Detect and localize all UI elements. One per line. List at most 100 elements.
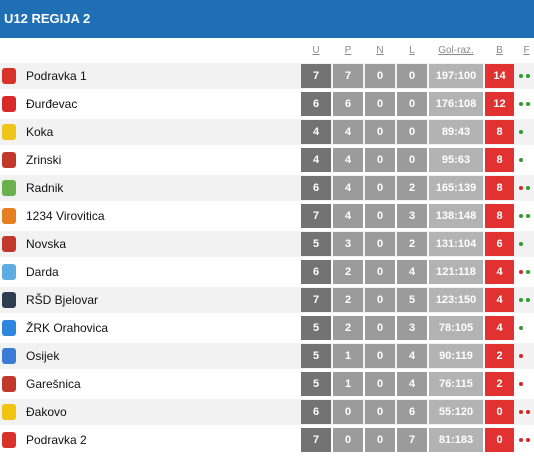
cell-b: 0 (485, 400, 514, 424)
form-indicator (519, 175, 533, 201)
cell-u: 5 (301, 372, 331, 396)
cell-u: 5 (301, 316, 331, 340)
table-row[interactable]: 1234 Virovitica 7 4 0 3 138:148 8 (0, 203, 534, 229)
cell-p: 2 (333, 288, 363, 312)
cell-l: 6 (397, 400, 427, 424)
team-name[interactable]: Garešnica (26, 377, 81, 391)
cell-u: 6 (301, 176, 331, 200)
cell-n: 0 (365, 372, 395, 396)
table-row[interactable]: Đurđevac 6 6 0 0 176:108 12 (0, 91, 534, 117)
cell-n: 0 (365, 260, 395, 284)
cell-l: 5 (397, 288, 427, 312)
table-row[interactable]: Osijek 5 1 0 4 90:119 2 (0, 343, 534, 369)
loss-dot-icon (526, 410, 530, 414)
team-logo-icon (2, 124, 16, 140)
cell-l: 0 (397, 92, 427, 116)
cell-p: 0 (333, 428, 363, 452)
team-name[interactable]: Koka (26, 125, 54, 139)
cell-b: 2 (485, 372, 514, 396)
win-dot-icon (526, 102, 530, 106)
cell-b: 4 (485, 316, 514, 340)
table-row[interactable]: Podravka 1 7 7 0 0 197:100 14 (0, 63, 534, 89)
table-row[interactable]: Zrinski 4 4 0 0 95:63 8 (0, 147, 534, 173)
col-u[interactable]: U (312, 45, 320, 56)
team-name[interactable]: Osijek (26, 349, 60, 363)
table-row[interactable]: ŽRK Orahovica 5 2 0 3 78:105 4 (0, 315, 534, 341)
cell-u: 4 (301, 120, 331, 144)
cell-u: 7 (301, 288, 331, 312)
cell-p: 4 (333, 120, 363, 144)
cell-b: 8 (485, 120, 514, 144)
team-name[interactable]: Đakovo (26, 405, 67, 419)
team-name[interactable]: Darda (26, 265, 59, 279)
cell-n: 0 (365, 176, 395, 200)
team-name[interactable]: Podravka 1 (26, 69, 87, 83)
col-l[interactable]: L (409, 45, 415, 56)
cell-n: 0 (365, 344, 395, 368)
cell-p: 3 (333, 232, 363, 256)
cell-b: 8 (485, 176, 514, 200)
col-f[interactable]: F (523, 45, 530, 56)
loss-dot-icon (519, 270, 523, 274)
team-name[interactable]: ŽRK Orahovica (26, 321, 109, 335)
cell-u: 4 (301, 148, 331, 172)
team-name[interactable]: Podravka 2 (26, 433, 87, 447)
cell-u: 6 (301, 260, 331, 284)
table-row[interactable]: Darda 6 2 0 4 121:118 4 (0, 259, 534, 285)
team-logo-icon (2, 208, 16, 224)
column-headers: U P N L Gol-raz. B F (0, 38, 534, 63)
cell-p: 2 (333, 316, 363, 340)
win-dot-icon (526, 74, 530, 78)
cell-n: 0 (365, 148, 395, 172)
cell-u: 6 (301, 400, 331, 424)
team-name[interactable]: Đurđevac (26, 97, 78, 111)
table-row[interactable]: Podravka 2 7 0 0 7 81:183 0 (0, 427, 534, 453)
cell-p: 0 (333, 400, 363, 424)
win-dot-icon (519, 130, 523, 134)
cell-gol: 90:119 (429, 344, 483, 368)
form-indicator (519, 91, 533, 117)
win-dot-icon (526, 270, 530, 274)
form-indicator (519, 427, 533, 453)
team-name[interactable]: RŠD Bjelovar (26, 293, 99, 307)
team-name[interactable]: Novska (26, 237, 67, 251)
cell-gol: 78:105 (429, 316, 483, 340)
cell-n: 0 (365, 92, 395, 116)
col-gol[interactable]: Gol-raz. (438, 45, 474, 56)
cell-n: 0 (365, 316, 395, 340)
team-logo-icon (2, 96, 16, 112)
cell-p: 6 (333, 92, 363, 116)
cell-l: 0 (397, 64, 427, 88)
table-row[interactable]: Novska 5 3 0 2 131:104 6 (0, 231, 534, 257)
table-row[interactable]: RŠD Bjelovar 7 2 0 5 123:150 4 (0, 287, 534, 313)
team-logo-icon (2, 404, 16, 420)
col-p[interactable]: P (344, 45, 352, 56)
team-name[interactable]: Radnik (26, 181, 64, 195)
table-row[interactable]: Garešnica 5 1 0 4 76:115 2 (0, 371, 534, 397)
cell-b: 6 (485, 232, 514, 256)
cell-gol: 81:183 (429, 428, 483, 452)
cell-gol: 76:115 (429, 372, 483, 396)
cell-b: 8 (485, 204, 514, 228)
table-row[interactable]: Koka 4 4 0 0 89:43 8 (0, 119, 534, 145)
cell-gol: 197:100 (429, 64, 483, 88)
team-logo-icon (2, 264, 16, 280)
cell-u: 5 (301, 344, 331, 368)
table-row[interactable]: Đakovo 6 0 0 6 55:120 0 (0, 399, 534, 425)
team-name[interactable]: Zrinski (26, 153, 62, 167)
loss-dot-icon (519, 438, 523, 442)
table-row[interactable]: Radnik 6 4 0 2 165:139 8 (0, 175, 534, 201)
col-n[interactable]: N (376, 45, 384, 56)
cell-gol: 121:118 (429, 260, 483, 284)
table-title: U12 REGIJA 2 (0, 0, 534, 38)
cell-gol: 55:120 (429, 400, 483, 424)
cell-gol: 89:43 (429, 120, 483, 144)
team-logo-icon (2, 376, 16, 392)
loss-dot-icon (519, 382, 523, 386)
col-b[interactable]: B (496, 45, 503, 56)
team-name[interactable]: 1234 Virovitica (26, 209, 105, 223)
cell-n: 0 (365, 288, 395, 312)
win-dot-icon (526, 298, 530, 302)
team-logo-icon (2, 68, 16, 84)
cell-l: 2 (397, 176, 427, 200)
